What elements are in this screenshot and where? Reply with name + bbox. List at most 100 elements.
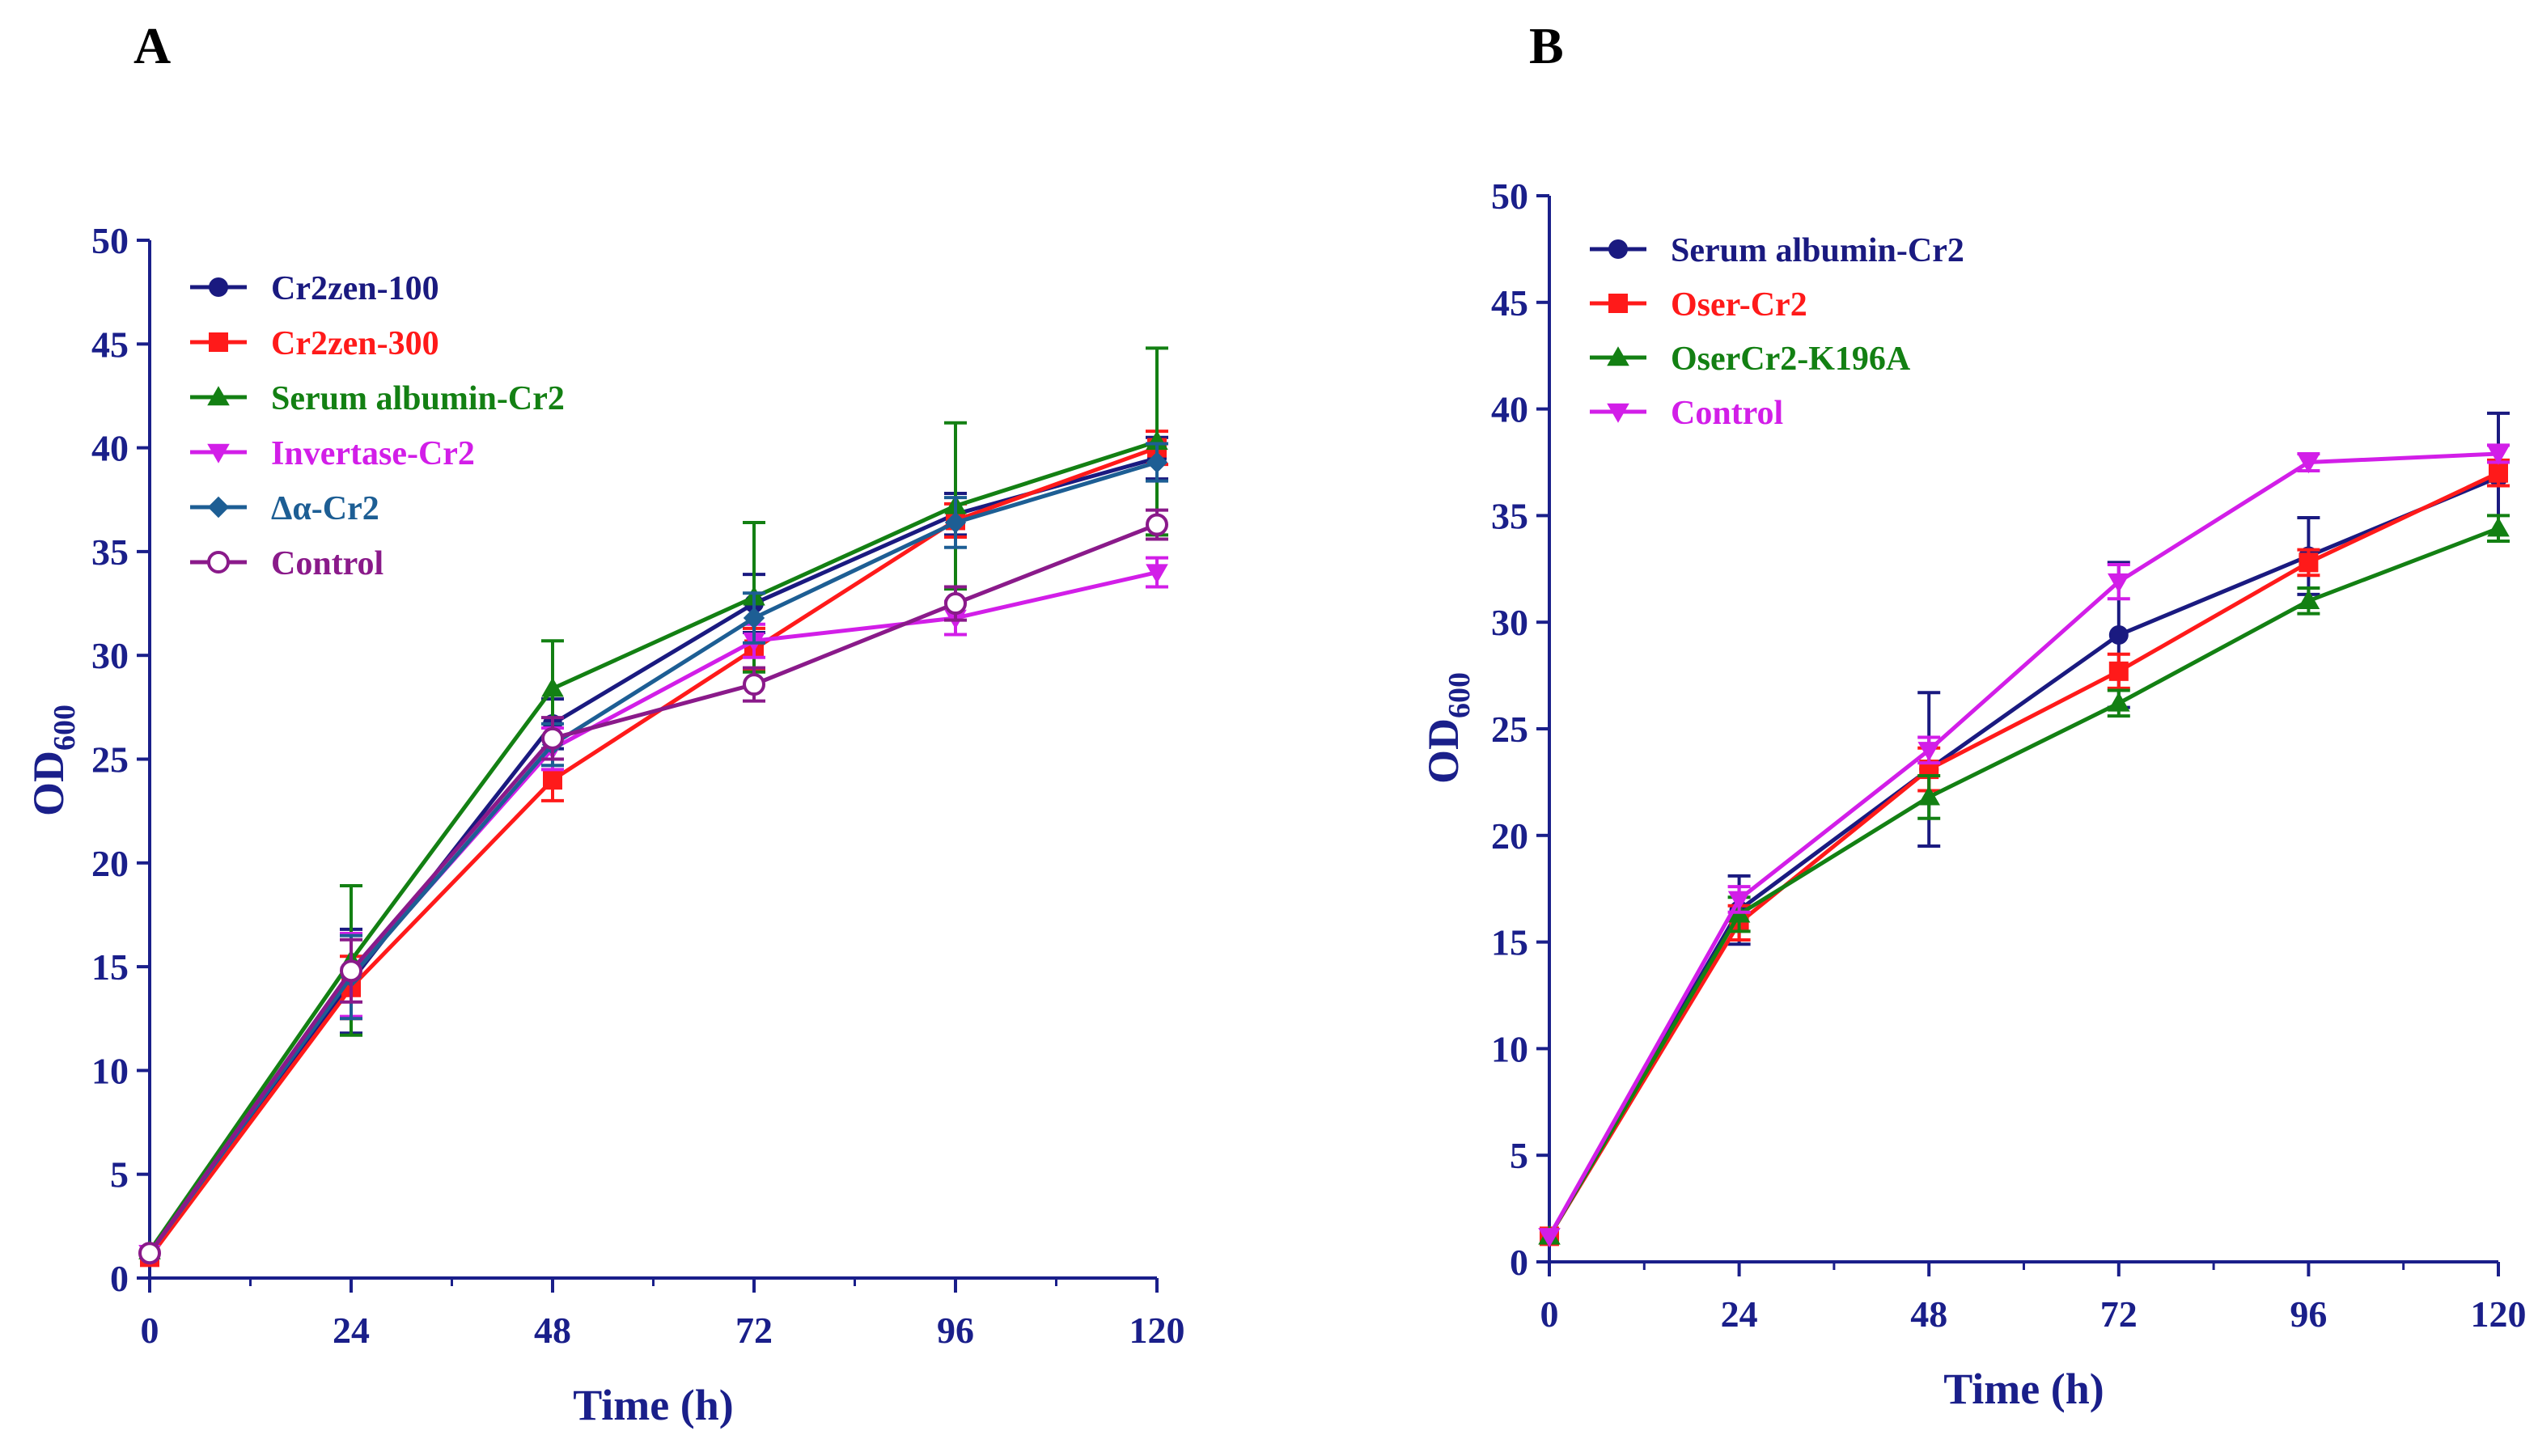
- data-point: [1146, 513, 1168, 536]
- legend-label: Cr2zen-100: [271, 270, 439, 307]
- legend-label: Serum albumin-Cr2: [271, 380, 565, 417]
- legend-marker: [1608, 239, 1628, 259]
- y-tick-label: 35: [91, 531, 129, 573]
- y-tick-label: 5: [1510, 1135, 1528, 1176]
- legend-marker: [209, 332, 228, 352]
- series-line: [147, 456, 1158, 1255]
- legend-entry: OserCr2-K196A: [1590, 341, 1911, 378]
- y-tick-label: 5: [110, 1154, 129, 1196]
- data-point: [944, 592, 967, 616]
- x-tick-label: 120: [2471, 1293, 2527, 1335]
- y-tick-label: 25: [91, 739, 129, 781]
- x-tick-label: 0: [1540, 1293, 1559, 1335]
- data-point: [2108, 625, 2129, 645]
- legend-label: Control: [1671, 395, 1783, 432]
- data-point: [2108, 573, 2130, 593]
- y-tick-label: 25: [1491, 709, 1528, 750]
- y-tick-label: 40: [91, 428, 129, 469]
- legend-entry: Control: [190, 545, 383, 582]
- x-axis-title: Time (h): [573, 1381, 734, 1429]
- y-tick-label: 50: [1491, 176, 1528, 217]
- legend-entry: Cr2zen-300: [190, 325, 439, 362]
- legend-marker: [207, 551, 230, 574]
- series-serum-albumin-cr2: [138, 346, 1168, 1259]
- x-tick-label: 96: [2290, 1293, 2327, 1335]
- y-tick-label: 20: [91, 843, 129, 884]
- y-tick-label: 10: [91, 1050, 129, 1091]
- series-line: [1547, 526, 2499, 1238]
- x-tick-label: 120: [1129, 1310, 1185, 1351]
- data-point: [2487, 445, 2510, 465]
- data-point: [1538, 1228, 1561, 1248]
- data-point: [1146, 451, 1168, 473]
- legend-marker: [207, 496, 230, 518]
- data-point: [2297, 454, 2320, 474]
- y-axis-title: OD600: [24, 705, 82, 816]
- x-tick-label: 48: [534, 1310, 571, 1351]
- legend-entry: Invertase-Cr2: [190, 435, 475, 472]
- y-axis-title-subscript: 600: [1443, 672, 1477, 718]
- data-point: [1146, 564, 1168, 584]
- legend-marker: [207, 443, 230, 463]
- data-point: [743, 607, 765, 629]
- series-line: [1547, 471, 2500, 1238]
- panel-label-a: A: [133, 17, 171, 74]
- series-line: [1547, 451, 2499, 1238]
- series-control: [138, 508, 1168, 1265]
- series-line: [147, 570, 1158, 1255]
- data-point: [541, 726, 564, 750]
- data-point: [1917, 742, 1940, 762]
- legend-label: Control: [271, 545, 383, 582]
- data-point: [2108, 692, 2130, 712]
- data-point: [1727, 891, 1751, 911]
- data-point: [2108, 661, 2129, 681]
- data-point: [340, 959, 362, 983]
- x-tick-label: 48: [1910, 1293, 1947, 1335]
- legend-entry: Serum albumin-Cr2: [190, 380, 565, 417]
- legend-entry: Control: [1590, 395, 1783, 432]
- legend-entry: Oser-Cr2: [1590, 286, 1807, 324]
- y-tick-label: 15: [1491, 922, 1528, 963]
- series-control: [1538, 443, 2510, 1248]
- legend-label: Cr2zen-300: [271, 325, 439, 362]
- x-tick-label: 24: [333, 1310, 370, 1351]
- y-axis-title-main: OD: [24, 751, 73, 816]
- series-line: [147, 523, 1158, 1255]
- x-tick-label: 24: [1721, 1293, 1758, 1335]
- y-tick-label: 20: [1491, 815, 1528, 857]
- y-tick-label: 50: [91, 220, 129, 261]
- legend-marker: [1608, 294, 1628, 313]
- legend-label: Invertase-Cr2: [271, 435, 475, 472]
- x-tick-label: 72: [2100, 1293, 2138, 1335]
- data-point: [2489, 463, 2508, 483]
- data-point: [541, 677, 564, 697]
- x-tick-label: 0: [141, 1310, 159, 1351]
- legend-label: Serum albumin-Cr2: [1671, 232, 1964, 269]
- x-tick-label: 96: [937, 1310, 974, 1351]
- series-line: [147, 439, 1158, 1253]
- legend-marker: [1607, 403, 1629, 423]
- y-tick-label: 0: [110, 1258, 129, 1299]
- y-axis-title: OD600: [1419, 672, 1477, 784]
- data-point: [743, 673, 765, 696]
- y-tick-label: 30: [1491, 602, 1528, 643]
- legend-label: Δα-Cr2: [271, 490, 379, 527]
- legend-label: OserCr2-K196A: [1671, 341, 1911, 378]
- y-axis-title-subscript: 600: [48, 705, 82, 751]
- data-point: [1917, 785, 1940, 806]
- data-point: [543, 770, 562, 790]
- y-tick-label: 40: [1491, 389, 1528, 430]
- legend-entry: Δα-Cr2: [190, 490, 379, 527]
- legend-entry: Serum albumin-Cr2: [1590, 232, 1964, 269]
- legend-marker: [207, 386, 230, 406]
- legend-marker: [209, 277, 228, 297]
- y-axis-title-main: OD: [1419, 718, 1468, 784]
- data-point: [944, 511, 967, 534]
- data-point: [2297, 590, 2320, 610]
- y-tick-label: 45: [91, 324, 129, 365]
- data-point: [2299, 552, 2319, 573]
- series-line: [147, 446, 1158, 1259]
- y-tick-label: 10: [1491, 1028, 1528, 1069]
- y-tick-label: 35: [1491, 495, 1528, 536]
